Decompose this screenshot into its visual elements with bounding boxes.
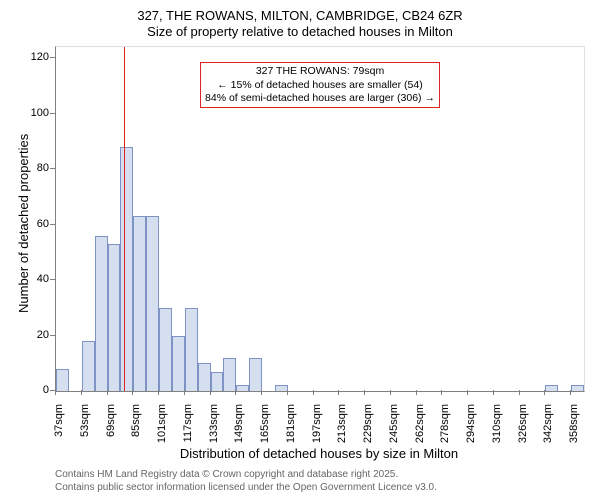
x-tick-mark xyxy=(55,390,56,395)
x-tick-label: 117sqm xyxy=(182,404,194,452)
x-tick-label: 149sqm xyxy=(233,404,245,452)
x-tick-mark xyxy=(210,390,211,395)
x-tick-label: 278sqm xyxy=(439,404,451,452)
histogram-bar xyxy=(159,308,172,391)
annot-line: ← 15% of detached houses are smaller (54… xyxy=(205,79,435,92)
annotation-box: 327 THE ROWANS: 79sqm← 15% of detached h… xyxy=(200,62,440,107)
y-tick-label: 100 xyxy=(23,107,49,119)
x-tick-label: 213sqm xyxy=(336,404,348,452)
x-tick-label: 358sqm xyxy=(568,404,580,452)
x-tick-mark xyxy=(416,390,417,395)
plot-area: 327 THE ROWANS: 79sqm← 15% of detached h… xyxy=(55,46,585,392)
x-tick-label: 85sqm xyxy=(130,404,142,452)
footer-attribution: Contains HM Land Registry data © Crown c… xyxy=(55,468,437,494)
x-tick-mark xyxy=(132,390,133,395)
chart-title-line2: Size of property relative to detached ho… xyxy=(0,24,600,40)
y-tick-label: 0 xyxy=(23,384,49,396)
x-tick-mark xyxy=(313,390,314,395)
x-tick-label: 197sqm xyxy=(311,404,323,452)
histogram-bar xyxy=(108,244,121,391)
histogram-bar xyxy=(223,358,236,391)
x-tick-mark xyxy=(441,390,442,395)
histogram-bar xyxy=(146,216,159,391)
histogram-bar xyxy=(133,216,146,391)
y-tick-label: 60 xyxy=(23,218,49,230)
x-tick-label: 181sqm xyxy=(285,404,297,452)
x-tick-mark xyxy=(107,390,108,395)
footer-line2: Contains public sector information licen… xyxy=(55,481,437,494)
marker-line xyxy=(124,47,126,391)
x-tick-label: 53sqm xyxy=(79,404,91,452)
y-tick-label: 120 xyxy=(23,51,49,63)
y-tick-mark xyxy=(50,279,55,280)
x-tick-label: 229sqm xyxy=(362,404,374,452)
x-tick-label: 342sqm xyxy=(542,404,554,452)
histogram-bar xyxy=(185,308,198,391)
x-tick-mark xyxy=(338,390,339,395)
histogram-bar xyxy=(236,385,249,391)
histogram-bar xyxy=(56,369,69,391)
histogram-bar xyxy=(545,385,558,391)
x-tick-mark xyxy=(544,390,545,395)
x-tick-label: 310sqm xyxy=(491,404,503,452)
y-tick-mark xyxy=(50,168,55,169)
x-tick-mark xyxy=(235,390,236,395)
histogram-bar xyxy=(211,372,224,391)
x-tick-label: 262sqm xyxy=(414,404,426,452)
chart-container: 327, THE ROWANS, MILTON, CAMBRIDGE, CB24… xyxy=(0,0,600,500)
x-tick-mark xyxy=(570,390,571,395)
x-tick-mark xyxy=(467,390,468,395)
x-tick-mark xyxy=(261,390,262,395)
x-tick-label: 326sqm xyxy=(517,404,529,452)
x-tick-label: 165sqm xyxy=(259,404,271,452)
histogram-bar xyxy=(249,358,262,391)
y-tick-mark xyxy=(50,224,55,225)
histogram-bar xyxy=(82,341,95,391)
histogram-bar xyxy=(172,336,185,391)
annot-line: 327 THE ROWANS: 79sqm xyxy=(205,65,435,78)
y-tick-mark xyxy=(50,113,55,114)
x-tick-mark xyxy=(390,390,391,395)
x-tick-label: 69sqm xyxy=(105,404,117,452)
y-tick-label: 40 xyxy=(23,273,49,285)
x-tick-mark xyxy=(81,390,82,395)
histogram-bar xyxy=(571,385,584,391)
footer-line1: Contains HM Land Registry data © Crown c… xyxy=(55,468,437,481)
chart-title-line1: 327, THE ROWANS, MILTON, CAMBRIDGE, CB24… xyxy=(0,0,600,24)
x-tick-mark xyxy=(364,390,365,395)
annot-line: 84% of semi-detached houses are larger (… xyxy=(205,92,435,105)
y-tick-label: 80 xyxy=(23,162,49,174)
x-tick-label: 101sqm xyxy=(156,404,168,452)
x-tick-label: 245sqm xyxy=(388,404,400,452)
x-tick-mark xyxy=(519,390,520,395)
histogram-bar xyxy=(120,147,133,391)
y-tick-mark xyxy=(50,57,55,58)
x-tick-mark xyxy=(158,390,159,395)
x-tick-label: 37sqm xyxy=(53,404,65,452)
x-tick-label: 133sqm xyxy=(208,404,220,452)
histogram-bar xyxy=(198,363,211,391)
histogram-bar xyxy=(95,236,108,391)
x-tick-mark xyxy=(184,390,185,395)
x-tick-mark xyxy=(493,390,494,395)
y-tick-mark xyxy=(50,335,55,336)
y-tick-label: 20 xyxy=(23,329,49,341)
x-tick-label: 294sqm xyxy=(465,404,477,452)
x-tick-mark xyxy=(287,390,288,395)
